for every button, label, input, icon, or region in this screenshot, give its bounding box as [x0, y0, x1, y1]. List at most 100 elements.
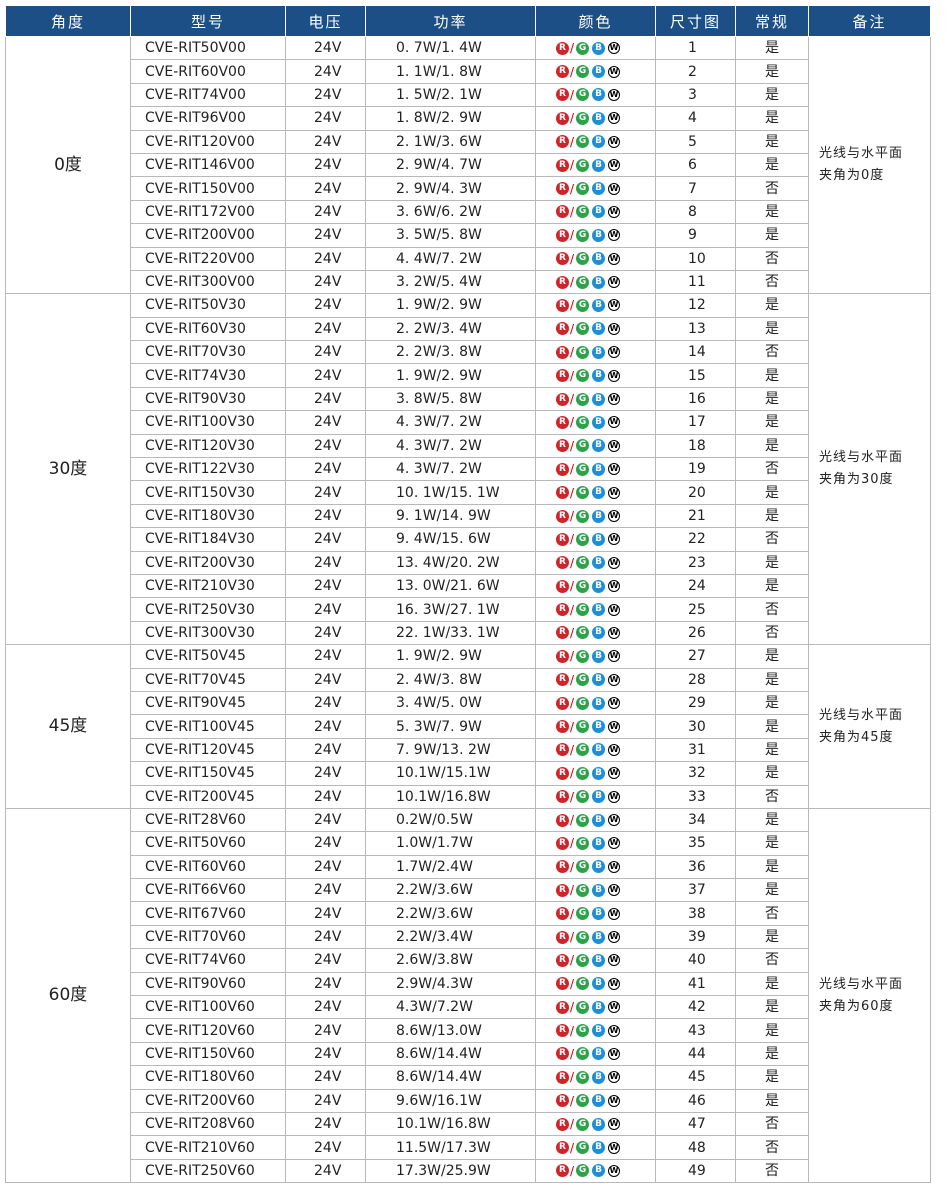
color-separator: / [570, 672, 575, 687]
power-cell: 13. 4W/20. 2W [365, 550, 536, 575]
power-cell: 1. 5W/2. 1W [365, 82, 536, 108]
power-cell: 9. 1W/14. 9W [365, 503, 536, 529]
color-icon: W [608, 814, 621, 827]
regular-cell: 是 [735, 106, 809, 131]
note-line: 光线与水平面 [819, 146, 904, 162]
model-cell: CVE-RIT67V60 [130, 901, 286, 926]
color-separator: / [570, 719, 575, 734]
regular-cell: 否 [735, 340, 809, 365]
color-cell: R / G B W [535, 620, 656, 646]
color-cell: R / G B W [535, 363, 656, 388]
regular-cell: 否 [735, 948, 809, 973]
power-cell: 2.2W/3.4W [365, 924, 536, 950]
color-icon: G [576, 392, 590, 406]
model-cell: CVE-RIT120V30 [130, 433, 286, 459]
color-cell: R / G B W [535, 550, 656, 575]
color-icon: W [608, 322, 621, 335]
power-cell: 17.3W/25.9W [365, 1158, 536, 1184]
color-cell: R / G B W [535, 597, 656, 622]
color-icon: W [608, 65, 621, 78]
color-icon: B [592, 836, 606, 850]
color-icon: W [608, 720, 621, 733]
power-cell: 4. 3W/7. 2W [365, 410, 536, 435]
color-cell: R / G B W [535, 901, 656, 926]
color-icon: R [556, 1024, 569, 1038]
color-icon: G [576, 532, 590, 546]
table-row: 30度 CVE-RIT50V30 24V 1. 9W/2. 9W R / G B W 12 是光线与… [5, 293, 931, 646]
voltage-cell: 24V [285, 176, 366, 201]
color-icon: W [608, 88, 621, 101]
color-icon: W [608, 650, 621, 663]
color-icon: G [576, 813, 590, 827]
model-cell: CVE-RIT150V00 [130, 176, 286, 201]
table-row: CVE-RIT100V60 24V 4.3W/7.2W R / G B W 42 是 [6, 995, 931, 1020]
voltage-cell: 24V [285, 527, 366, 552]
color-icon: W [608, 580, 621, 593]
color-cell: R / G B W [535, 410, 656, 435]
voltage-cell: 24V [285, 714, 366, 739]
color-separator: / [570, 485, 575, 500]
color-icon: B [592, 579, 606, 593]
color-icon: W [608, 252, 621, 265]
color-icon: W [608, 533, 621, 546]
note-line: 光线与水平面 [819, 450, 904, 466]
color-icon: B [592, 649, 606, 663]
power-cell: 8.6W/14.4W [365, 1041, 536, 1067]
color-icon: G [576, 322, 590, 336]
color-icon: R [556, 532, 569, 546]
regular-cell: 是 [735, 363, 809, 388]
color-icon: B [592, 1070, 606, 1084]
color-icon: R [556, 766, 569, 780]
color-icon: G [576, 603, 590, 617]
regular-cell: 是 [735, 807, 809, 833]
regular-cell: 是 [735, 878, 809, 903]
color-separator: / [570, 134, 575, 149]
color-icon: G [576, 298, 590, 312]
voltage-cell: 24V [285, 59, 366, 84]
color-icon: W [608, 884, 621, 897]
model-cell: CVE-RIT300V00 [130, 269, 286, 295]
color-icon: B [592, 1164, 606, 1178]
color-icon: G [576, 135, 590, 149]
color-icon: R [556, 626, 569, 640]
color-cell: R / G B W [535, 503, 656, 529]
note-line: 光线与水平面 [819, 707, 904, 723]
model-cell: CVE-RIT250V30 [130, 597, 286, 622]
power-cell: 4. 3W/7. 2W [365, 457, 536, 482]
regular-cell: 是 [735, 316, 809, 342]
color-icon: R [556, 790, 569, 804]
table-row: CVE-RIT90V30 24V 3. 8W/5. 8W R / G B W 16 是 [6, 386, 931, 412]
color-icon: G [576, 345, 590, 359]
color-icon: B [592, 158, 606, 172]
color-cell: R / G B W [535, 340, 656, 365]
model-cell: CVE-RIT120V00 [130, 129, 286, 154]
power-cell: 3. 4W/5. 0W [365, 690, 536, 716]
size-cell: 4 [655, 106, 736, 131]
power-cell: 1.0W/1.7W [365, 831, 536, 856]
power-cell: 2. 4W/3. 8W [365, 667, 536, 692]
color-icon: R [556, 1094, 569, 1108]
voltage-cell: 24V [285, 573, 366, 599]
color-icon: W [608, 159, 621, 172]
power-cell: 2.2W/3.6W [365, 901, 536, 926]
power-cell: 5. 3W/7. 9W [365, 714, 536, 739]
color-icon: W [608, 346, 621, 359]
table-wrap: 角度 型号 电压 功率 颜色 尺寸图 常规 备注 0度 CVE-RIT50V00 24V 0. 7W… [5, 5, 931, 1184]
voltage-cell: 24V [285, 807, 366, 833]
color-icon: R [556, 486, 569, 500]
color-icon: G [576, 720, 590, 734]
color-separator: / [570, 87, 575, 102]
regular-cell: 是 [735, 1088, 809, 1113]
color-separator: / [570, 1140, 575, 1155]
regular-cell: 是 [735, 433, 809, 459]
color-icon: R [556, 907, 569, 921]
power-cell: 2.9W/4.3W [365, 971, 536, 997]
color-icon: R [556, 1141, 569, 1155]
table-row: CVE-RIT67V60 24V 2.2W/3.6W R / G B W 38 否 [6, 901, 931, 926]
color-icon: G [576, 907, 590, 921]
color-icon: G [576, 205, 590, 219]
voltage-cell: 24V [285, 690, 366, 716]
table-row: CVE-RIT100V45 24V 5. 3W/7. 9W R / G B W 30 是 [6, 714, 931, 739]
color-icon: G [576, 696, 590, 710]
color-icon: B [592, 977, 606, 991]
